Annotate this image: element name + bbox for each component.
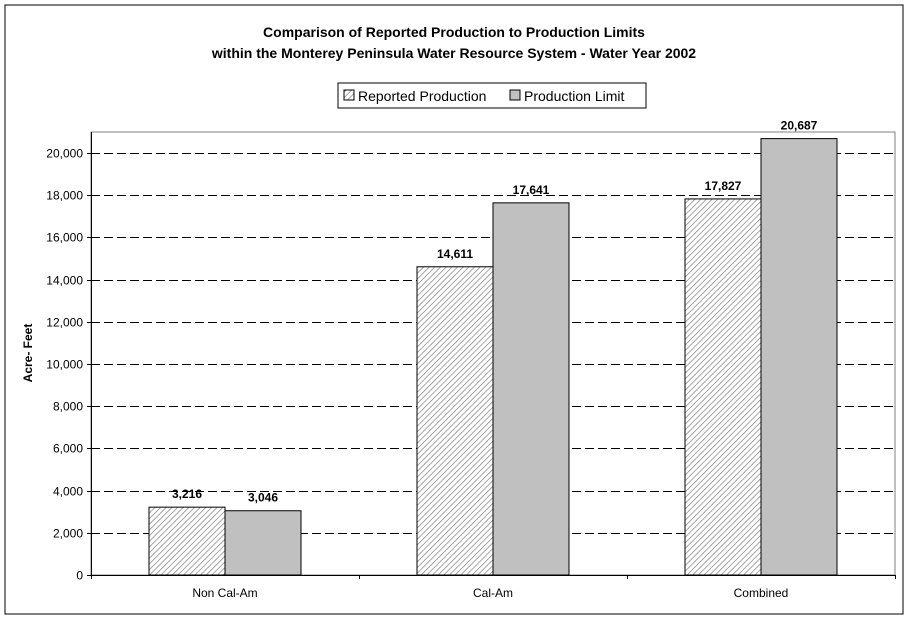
bar [416, 266, 494, 576]
bar [492, 202, 570, 576]
legend-label-reported-production: Reported Production [358, 88, 486, 104]
y-tick-label: 14,000 [46, 274, 83, 288]
data-label: 14,611 [437, 247, 473, 261]
data-label: 17,827 [705, 179, 742, 193]
y-tick-label: 18,000 [46, 189, 83, 203]
y-tick-label: 0 [76, 569, 83, 583]
y-tick-label: 4,000 [53, 485, 83, 499]
bar [224, 510, 302, 576]
legend-box [337, 82, 647, 109]
bar [760, 138, 838, 576]
y-tick-label: 16,000 [46, 231, 83, 245]
x-tick-label: Cal-Am [473, 586, 513, 600]
legend-label-production-limit: Production Limit [524, 88, 624, 104]
y-axis-label: Acre- Feet [21, 324, 35, 383]
y-tick-label: 12,000 [46, 316, 83, 330]
y-tick-label: 20,000 [46, 147, 83, 161]
legend-swatch-reported-production [343, 89, 355, 101]
x-tick-label: Non Cal-Am [192, 586, 257, 600]
data-label: 17,641 [513, 183, 550, 197]
data-label: 20,687 [781, 119, 818, 133]
y-tick-label: 6,000 [53, 442, 83, 456]
bar [148, 506, 226, 576]
legend-swatch-production-limit [509, 89, 521, 101]
chart-title-line-1: Comparison of Reported Production to Pro… [263, 24, 645, 40]
plot-area: 0 2,000 4,000 6,000 8,000 10,000 12,000 14,000 1… [46, 119, 896, 600]
data-label: 3,216 [172, 487, 202, 501]
legend: Reported Production Production Limit [337, 82, 647, 109]
bar [684, 198, 762, 576]
data-label: 3,046 [248, 491, 278, 505]
x-tick-label: Combined [734, 586, 789, 600]
chart-title-line-2: within the Monterey Peninsula Water Reso… [211, 45, 696, 61]
y-tick-label: 2,000 [53, 527, 83, 541]
y-tick-label: 10,000 [46, 358, 83, 372]
y-tick-label: 8,000 [53, 400, 83, 414]
